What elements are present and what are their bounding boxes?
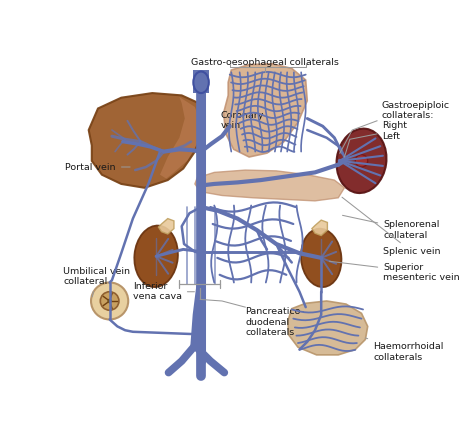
Polygon shape bbox=[312, 220, 328, 236]
Ellipse shape bbox=[134, 225, 178, 287]
Polygon shape bbox=[160, 97, 201, 179]
Ellipse shape bbox=[193, 72, 209, 93]
Polygon shape bbox=[89, 93, 205, 188]
Circle shape bbox=[107, 299, 112, 303]
Text: Splenorenal
collateral: Splenorenal collateral bbox=[343, 215, 439, 240]
Polygon shape bbox=[224, 64, 307, 157]
Circle shape bbox=[100, 292, 119, 310]
Text: Splenic vein: Splenic vein bbox=[342, 197, 441, 256]
Text: Coronary
vein: Coronary vein bbox=[220, 111, 264, 136]
Text: Portal vein: Portal vein bbox=[65, 163, 130, 171]
Bar bbox=[193, 70, 209, 93]
Text: Inferior
vena cava: Inferior vena cava bbox=[133, 282, 194, 301]
Polygon shape bbox=[158, 219, 174, 234]
Text: Pancreatico-
duodenal
collaterals: Pancreatico- duodenal collaterals bbox=[245, 307, 304, 337]
Text: Haemorrhoidal
collaterals: Haemorrhoidal collaterals bbox=[365, 338, 444, 362]
Text: Gastroepiploic
collaterals:
Right
Left: Gastroepiploic collaterals: Right Left bbox=[382, 101, 450, 141]
Polygon shape bbox=[195, 170, 345, 201]
Ellipse shape bbox=[337, 129, 386, 193]
Text: Gastro-oesophageal collaterals: Gastro-oesophageal collaterals bbox=[191, 57, 338, 67]
Text: Umbilical vein
collateral: Umbilical vein collateral bbox=[63, 267, 130, 297]
Ellipse shape bbox=[301, 229, 341, 287]
Circle shape bbox=[91, 282, 128, 320]
Polygon shape bbox=[288, 301, 368, 355]
Ellipse shape bbox=[356, 155, 368, 167]
Text: Superior
mesenteric vein: Superior mesenteric vein bbox=[329, 261, 460, 282]
